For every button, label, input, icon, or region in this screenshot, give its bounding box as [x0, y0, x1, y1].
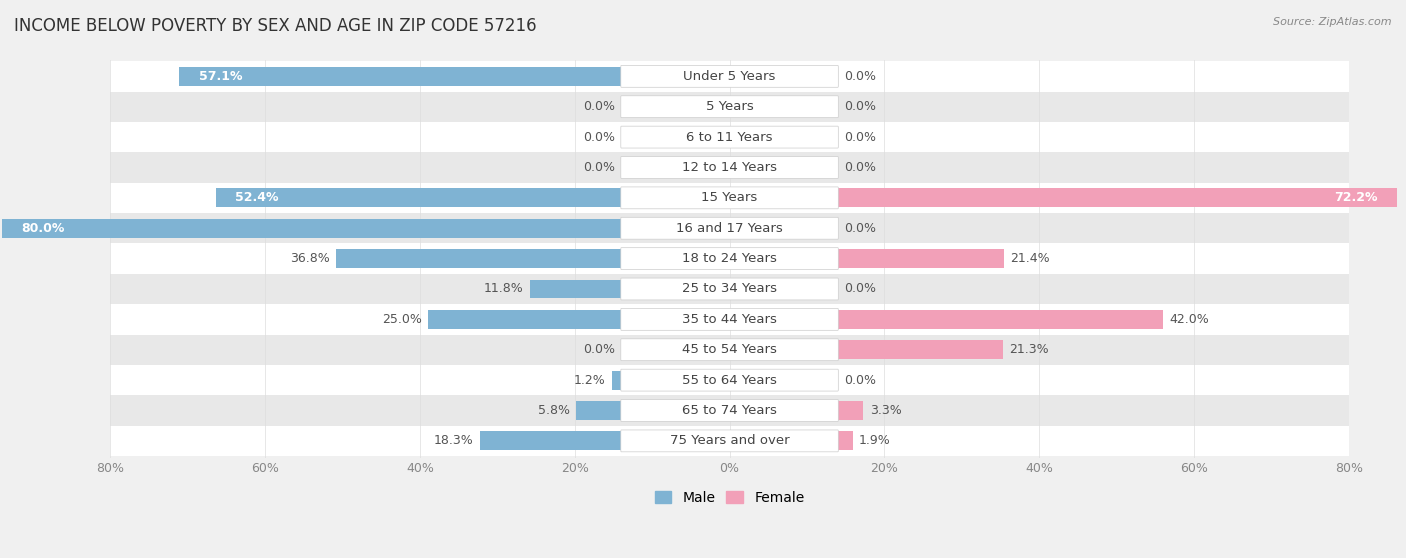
Text: 0.0%: 0.0%: [844, 374, 876, 387]
Text: Under 5 Years: Under 5 Years: [683, 70, 776, 83]
FancyBboxPatch shape: [621, 430, 838, 452]
Bar: [110, 426, 1348, 456]
Text: 16 and 17 Years: 16 and 17 Years: [676, 222, 783, 235]
FancyBboxPatch shape: [621, 400, 838, 421]
Text: 5 Years: 5 Years: [706, 100, 754, 113]
FancyBboxPatch shape: [621, 309, 838, 330]
Text: Source: ZipAtlas.com: Source: ZipAtlas.com: [1274, 17, 1392, 27]
FancyBboxPatch shape: [621, 157, 838, 179]
Text: 25 to 34 Years: 25 to 34 Years: [682, 282, 778, 296]
Text: 25.0%: 25.0%: [381, 313, 422, 326]
Text: 6 to 11 Years: 6 to 11 Years: [686, 131, 773, 143]
Text: 0.0%: 0.0%: [844, 222, 876, 235]
Text: 55 to 64 Years: 55 to 64 Years: [682, 374, 778, 387]
Text: 3.3%: 3.3%: [870, 404, 901, 417]
Text: 21.4%: 21.4%: [1010, 252, 1049, 265]
Bar: [110, 152, 1348, 182]
Text: 1.2%: 1.2%: [574, 374, 606, 387]
Text: INCOME BELOW POVERTY BY SEX AND AGE IN ZIP CODE 57216: INCOME BELOW POVERTY BY SEX AND AGE IN Z…: [14, 17, 537, 35]
Text: 80.0%: 80.0%: [21, 222, 65, 235]
FancyBboxPatch shape: [621, 126, 838, 148]
Bar: [838, 431, 852, 450]
Text: 52.4%: 52.4%: [235, 191, 278, 204]
Bar: [110, 304, 1348, 335]
Text: 0.0%: 0.0%: [844, 282, 876, 296]
Text: 35 to 44 Years: 35 to 44 Years: [682, 313, 778, 326]
FancyBboxPatch shape: [621, 339, 838, 360]
Bar: [530, 280, 621, 299]
Bar: [110, 122, 1348, 152]
Text: 0.0%: 0.0%: [583, 343, 614, 356]
FancyBboxPatch shape: [621, 187, 838, 209]
Bar: [479, 431, 621, 450]
Bar: [427, 310, 621, 329]
Bar: [838, 310, 1163, 329]
FancyBboxPatch shape: [621, 369, 838, 391]
Text: 12 to 14 Years: 12 to 14 Years: [682, 161, 778, 174]
Bar: [838, 340, 1002, 359]
Bar: [336, 249, 621, 268]
Bar: [838, 249, 1004, 268]
Text: 0.0%: 0.0%: [844, 70, 876, 83]
Bar: [838, 401, 863, 420]
Text: 65 to 74 Years: 65 to 74 Years: [682, 404, 778, 417]
Text: 0.0%: 0.0%: [583, 100, 614, 113]
Bar: [1, 219, 621, 238]
Text: 72.2%: 72.2%: [1334, 191, 1378, 204]
FancyBboxPatch shape: [621, 217, 838, 239]
Bar: [110, 92, 1348, 122]
Bar: [110, 274, 1348, 304]
Text: 0.0%: 0.0%: [844, 161, 876, 174]
Text: 57.1%: 57.1%: [198, 70, 242, 83]
Bar: [179, 67, 621, 86]
Bar: [110, 213, 1348, 243]
Text: 75 Years and over: 75 Years and over: [669, 434, 789, 448]
Text: 1.9%: 1.9%: [859, 434, 890, 448]
Text: 21.3%: 21.3%: [1010, 343, 1049, 356]
Text: 36.8%: 36.8%: [291, 252, 330, 265]
Text: 0.0%: 0.0%: [844, 131, 876, 143]
FancyBboxPatch shape: [621, 278, 838, 300]
Bar: [110, 182, 1348, 213]
Text: 0.0%: 0.0%: [844, 100, 876, 113]
Text: 11.8%: 11.8%: [484, 282, 523, 296]
Text: 18 to 24 Years: 18 to 24 Years: [682, 252, 778, 265]
Bar: [838, 189, 1396, 207]
Text: 18.3%: 18.3%: [433, 434, 474, 448]
FancyBboxPatch shape: [621, 96, 838, 118]
Bar: [612, 371, 621, 389]
Text: 15 Years: 15 Years: [702, 191, 758, 204]
FancyBboxPatch shape: [621, 65, 838, 87]
Bar: [110, 395, 1348, 426]
Legend: Male, Female: Male, Female: [650, 485, 810, 511]
Text: 45 to 54 Years: 45 to 54 Years: [682, 343, 778, 356]
Text: 0.0%: 0.0%: [583, 131, 614, 143]
Bar: [110, 61, 1348, 92]
Bar: [215, 189, 621, 207]
Bar: [110, 243, 1348, 274]
Text: 0.0%: 0.0%: [583, 161, 614, 174]
FancyBboxPatch shape: [621, 248, 838, 270]
Bar: [110, 365, 1348, 395]
Bar: [110, 335, 1348, 365]
Text: 42.0%: 42.0%: [1170, 313, 1209, 326]
Bar: [576, 401, 621, 420]
Text: 5.8%: 5.8%: [538, 404, 569, 417]
